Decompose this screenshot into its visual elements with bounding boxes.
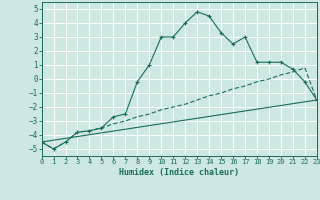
X-axis label: Humidex (Indice chaleur): Humidex (Indice chaleur) bbox=[119, 168, 239, 177]
